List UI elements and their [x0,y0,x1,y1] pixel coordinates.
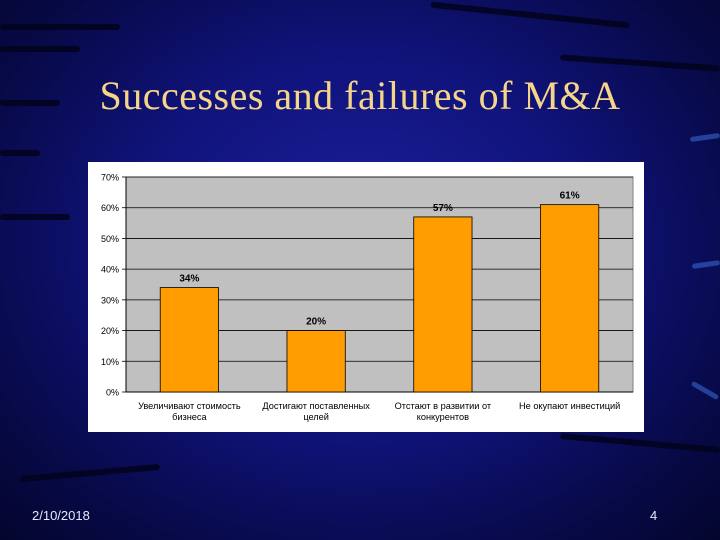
data-label: 61% [560,191,580,202]
background-streak [0,100,60,106]
category-label: Отстают в развитии от [395,401,492,411]
y-tick-label: 40% [101,265,119,275]
background-streak [0,24,120,30]
y-tick-label: 70% [101,173,119,183]
bar [159,287,219,393]
bar-chart: 0% 10% 20% 30% 40% 50% 60% 70% 34% Увеличивают ст… [101,173,634,422]
category-label: конкурентов [417,412,469,422]
slide-page-number: 4 [650,508,658,523]
background-streak [0,46,80,52]
y-tick-label: 20% [101,326,119,336]
background-streak-blue [690,380,720,401]
category-label: бизнеса [172,412,207,422]
background-streak-blue [691,260,720,269]
y-tick-label: 30% [101,295,119,305]
data-label: 20% [306,317,326,328]
bar [540,204,600,393]
background-streak-blue [689,132,720,143]
bar [286,330,346,393]
slide-date: 2/10/2018 [32,508,90,523]
y-tick-label: 50% [101,234,119,244]
data-label: 34% [179,274,199,285]
background-streak [560,433,720,453]
category-label: Не окупают инвестиций [519,401,620,411]
background-streak [0,214,70,220]
y-tick-label: 60% [101,203,119,213]
slide-title: Successes and failures of M&A [99,73,621,118]
category-label: целей [303,412,329,422]
background-streak [0,150,40,156]
y-tick-label: 0% [106,388,119,398]
y-tick-label: 10% [101,357,119,367]
background-streak [559,54,720,72]
category-label: Увеличивают стоимость [138,401,241,411]
data-label: 57% [433,203,453,214]
chart-panel: 0% 10% 20% 30% 40% 50% 60% 70% 34% Увеличивают ст… [88,162,644,432]
background-streak [20,463,160,483]
category-label: Достигают поставленных [262,401,370,411]
background-streak [430,1,630,29]
bar [413,216,473,393]
